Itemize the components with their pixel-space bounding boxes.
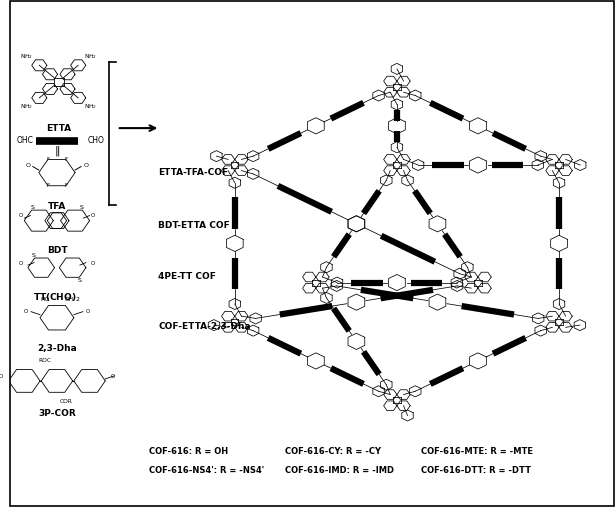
Text: ETTA: ETTA [46, 124, 71, 133]
Text: O: O [0, 374, 3, 379]
Text: O: O [86, 309, 90, 314]
Text: O: O [91, 261, 95, 266]
Text: COF-616-DTT: R = -DTT: COF-616-DTT: R = -DTT [421, 466, 531, 476]
Text: F: F [65, 157, 68, 162]
Text: COF-616-NS4': R = -NS4': COF-616-NS4': R = -NS4' [149, 466, 264, 476]
Text: ROC: ROC [38, 358, 51, 363]
Text: ‖: ‖ [54, 145, 60, 156]
Text: O: O [91, 213, 95, 218]
Text: F: F [65, 183, 68, 188]
Text: CHO: CHO [87, 136, 104, 145]
Text: OHC: OHC [17, 136, 33, 145]
Text: NH$_2$: NH$_2$ [20, 53, 33, 61]
Text: 4PE-TT COF: 4PE-TT COF [159, 272, 216, 281]
Text: S: S [31, 205, 34, 210]
Text: F: F [46, 183, 49, 188]
Text: BDT-ETTA COF: BDT-ETTA COF [159, 221, 230, 230]
Text: O: O [23, 309, 28, 314]
Text: BDT: BDT [47, 246, 67, 255]
Text: O: O [18, 261, 23, 266]
Text: NH$_2$: NH$_2$ [20, 102, 33, 111]
Text: F: F [46, 157, 49, 162]
Text: 2,3-Dha: 2,3-Dha [37, 344, 77, 353]
Text: NH$_2$: NH$_2$ [84, 53, 97, 61]
Text: S: S [78, 278, 82, 283]
Text: COF-616-CY: R = -CY: COF-616-CY: R = -CY [285, 447, 381, 456]
Text: COF-616-MTE: R = -MTE: COF-616-MTE: R = -MTE [421, 447, 533, 456]
Text: COF-616: R = OH: COF-616: R = OH [149, 447, 228, 456]
Text: COR: COR [60, 399, 73, 404]
Text: COF-616-IMD: R = -IMD: COF-616-IMD: R = -IMD [285, 466, 394, 476]
Text: O: O [84, 163, 89, 168]
Text: NH$_2$: NH$_2$ [84, 102, 97, 111]
Text: HO: HO [41, 297, 49, 302]
Text: ETTA-TFA-COF: ETTA-TFA-COF [159, 168, 229, 177]
Text: OH: OH [65, 297, 74, 302]
Text: S: S [79, 205, 83, 210]
Text: COF-ETTA-2,3-Dha: COF-ETTA-2,3-Dha [159, 322, 251, 331]
Text: TT(CHO)$_2$: TT(CHO)$_2$ [33, 292, 81, 304]
Text: O: O [111, 374, 115, 379]
Text: TFA: TFA [48, 202, 66, 211]
Text: 3P-COR: 3P-COR [38, 409, 76, 418]
Text: S: S [32, 252, 36, 258]
Text: O: O [25, 163, 31, 168]
Text: O: O [18, 213, 23, 218]
